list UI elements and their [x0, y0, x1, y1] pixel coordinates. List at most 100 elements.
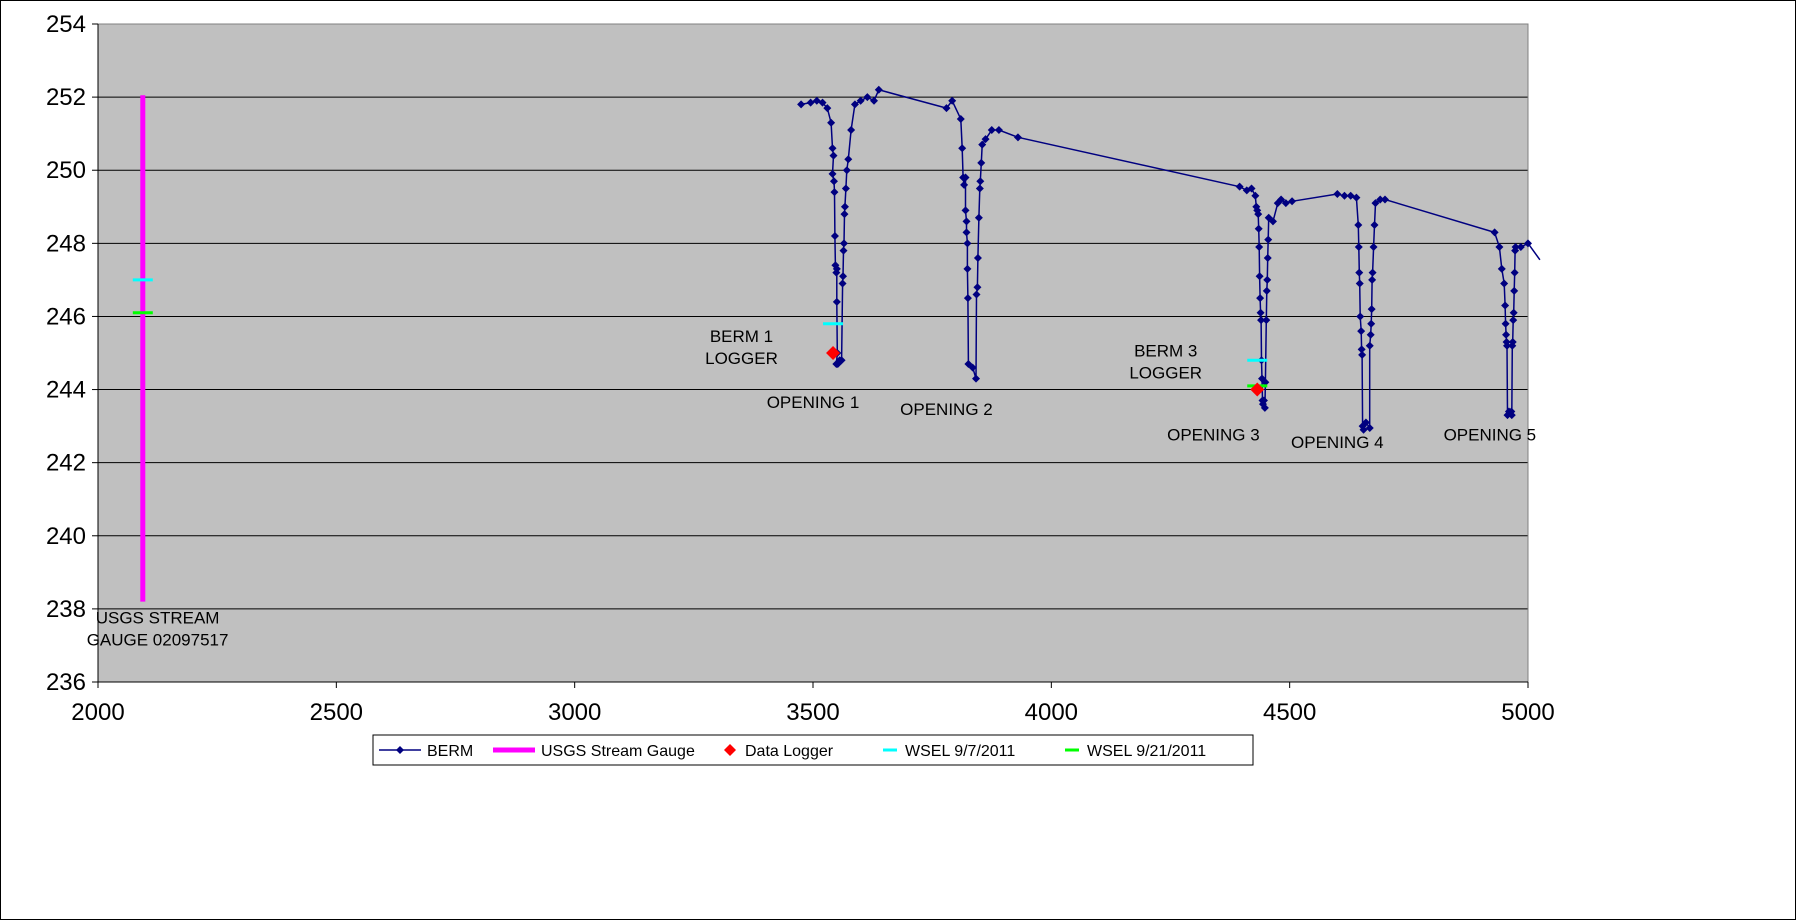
berm-point	[1277, 195, 1286, 204]
annotation-text: LOGGER	[1129, 364, 1202, 383]
annotation-text: OPENING 3	[1167, 426, 1260, 445]
berm-point	[1256, 294, 1265, 303]
berm-point	[1281, 199, 1290, 208]
berm-point	[962, 228, 971, 237]
legend-item: WSEL 9/21/2011	[1065, 743, 1206, 760]
y-tick-label: 240	[46, 523, 86, 550]
y-tick-labels: 236 238 240 242 244 246 248 250 252 254	[46, 11, 86, 696]
berm-point	[973, 283, 982, 292]
berm-point	[844, 155, 853, 164]
x-tick-label: 3500	[786, 699, 839, 726]
berm-point	[1262, 316, 1271, 325]
berm-point	[1368, 268, 1377, 277]
berm-point	[981, 135, 990, 144]
berm-point	[1371, 199, 1380, 208]
berm-point	[1255, 272, 1264, 281]
berm-point	[1503, 341, 1512, 350]
berm-point	[1359, 425, 1368, 434]
legend-item: WSEL 9/7/2011	[883, 743, 1015, 760]
berm-point	[962, 217, 971, 226]
berm-point	[1500, 279, 1509, 288]
berm-point	[1264, 235, 1273, 244]
berm-series	[797, 85, 1541, 434]
berm-point	[961, 206, 970, 215]
berm-point	[850, 100, 859, 109]
berm-point	[1333, 189, 1342, 198]
y-tick-label: 242	[46, 450, 86, 477]
berm-point	[839, 272, 848, 281]
annotation: OPENING 2	[900, 400, 993, 419]
x-tick-label: 3000	[548, 699, 601, 726]
berm-point	[828, 169, 837, 178]
berm-point	[874, 85, 883, 94]
berm-point	[1516, 242, 1525, 251]
berm-point	[973, 253, 982, 262]
berm-point	[960, 180, 969, 189]
y-tick-label: 248	[46, 230, 86, 257]
berm-point	[1495, 242, 1504, 251]
berm-point	[1254, 210, 1263, 219]
berm-point	[828, 144, 837, 153]
berm-point	[1356, 312, 1365, 321]
legend-label: BERM	[427, 743, 473, 760]
berm-point	[1509, 316, 1518, 325]
annotation: OPENING 4	[1291, 433, 1384, 452]
berm-point	[827, 118, 836, 127]
berm-point	[942, 104, 951, 113]
berm-point	[1256, 308, 1265, 317]
berm-point	[839, 246, 848, 255]
legend-item: Data Logger	[724, 743, 834, 760]
berm-point	[1352, 193, 1361, 202]
berm-point	[829, 151, 838, 160]
gridlines	[98, 96, 1528, 610]
berm-point	[1263, 253, 1272, 262]
berm-point	[1261, 378, 1270, 387]
annotation-text: OPENING 1	[767, 393, 860, 412]
berm-point	[1235, 182, 1244, 191]
data-logger-point	[1250, 382, 1265, 397]
berm-point	[1263, 275, 1272, 284]
berm-point	[994, 126, 1003, 135]
berm-point	[830, 188, 839, 197]
axes	[92, 23, 1529, 688]
berm-point	[963, 294, 972, 303]
x-tick-label: 5000	[1501, 699, 1554, 726]
berm-point	[1365, 341, 1374, 350]
annotations: BERM 1 LOGGER OPENING 1 OPENING 2 BERM 3 LOGG…	[87, 327, 1536, 649]
berm-point	[1490, 228, 1499, 237]
berm-point	[1268, 217, 1277, 226]
berm-point	[972, 374, 981, 383]
berm-point	[1288, 197, 1297, 206]
legend-label: WSEL 9/7/2011	[905, 743, 1015, 760]
berm-point	[823, 104, 832, 113]
berm-point	[1255, 242, 1264, 251]
berm-point	[974, 213, 983, 222]
y-tick-label: 236	[46, 669, 86, 696]
y-tick-label: 246	[46, 303, 86, 330]
berm-point	[1251, 191, 1260, 200]
legend-item: USGS Stream Gauge	[493, 743, 695, 760]
annotation-text: OPENING 4	[1291, 433, 1384, 452]
berm-point	[832, 297, 841, 306]
berm-point	[1370, 221, 1379, 230]
annotation-text: BERM 1	[710, 327, 773, 346]
berm-point	[1501, 301, 1510, 310]
berm-point	[1355, 279, 1364, 288]
annotation-text: USGS STREAM	[96, 609, 220, 628]
berm-point	[832, 264, 841, 273]
berm-point	[977, 158, 986, 167]
x-tick-label: 4000	[1025, 699, 1078, 726]
berm-point	[840, 202, 849, 211]
berm-point	[1357, 327, 1366, 336]
berm-point	[1497, 264, 1506, 273]
berm-point	[1355, 268, 1364, 277]
berm-point	[1501, 319, 1510, 328]
berm-point	[1502, 330, 1511, 339]
berm-point	[1507, 411, 1516, 420]
x-tick-labels: 2000 2500 3000 3500 4000 4500 5000	[71, 699, 1554, 726]
berm-point	[1254, 224, 1263, 233]
y-tick-label: 250	[46, 157, 86, 184]
berm-point	[1257, 316, 1266, 325]
